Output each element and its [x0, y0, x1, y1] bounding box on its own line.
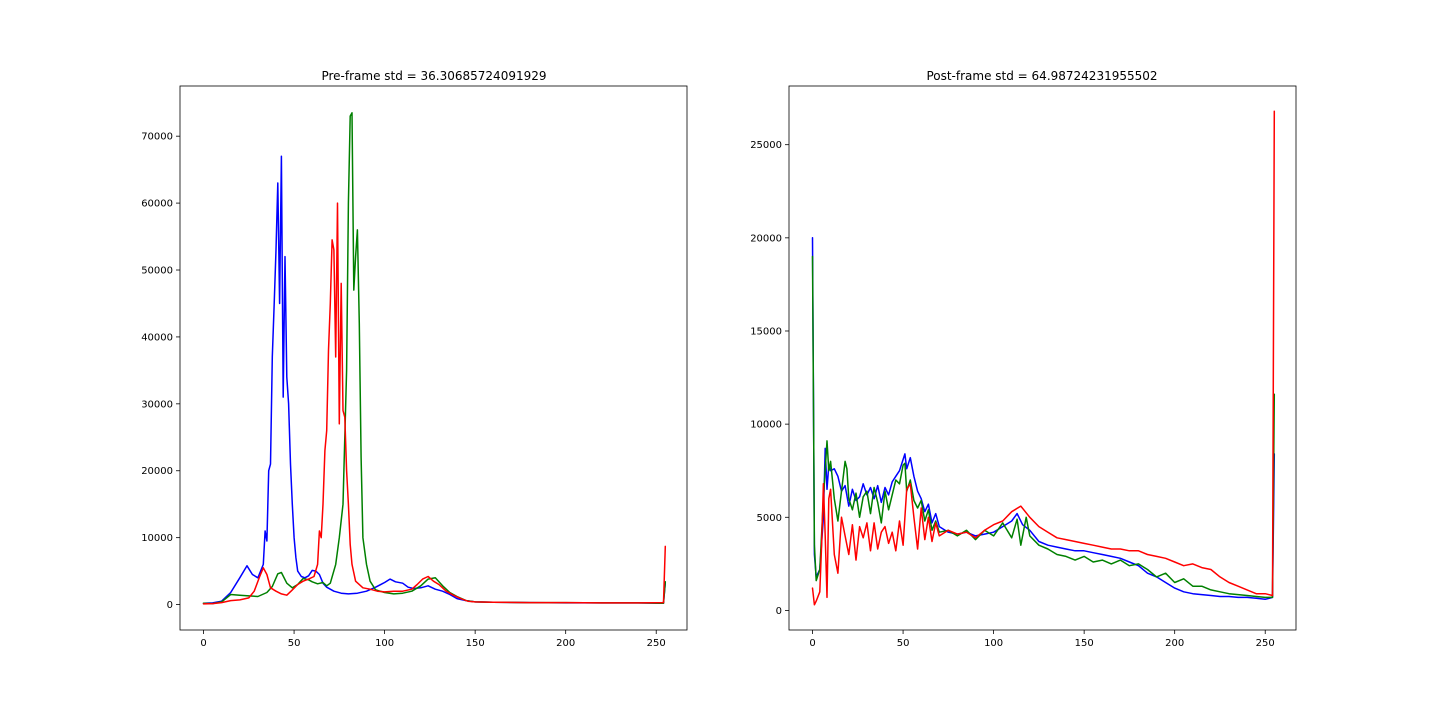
post-frame-histogram-panel: Post-frame std = 64.98724231955502 0 50 10… — [750, 69, 1297, 649]
red-channel-line — [811, 110, 1276, 606]
y-tick-label: 10000 — [750, 420, 782, 431]
plot-frame — [788, 85, 1297, 631]
green-channel-line — [811, 255, 1276, 599]
chart-title: Post-frame std = 64.98724231955502 — [926, 69, 1157, 83]
blue-channel-line — [202, 155, 667, 604]
y-tick-label: 60000 — [141, 199, 173, 210]
y-tick-label: 0 — [776, 606, 782, 617]
y-tick-label: 20000 — [750, 233, 782, 244]
blue-channel-line — [811, 237, 1276, 601]
x-tick-label: 250 — [1256, 638, 1275, 649]
x-tick-label: 150 — [1075, 638, 1094, 649]
y-tick-label: 10000 — [141, 533, 173, 544]
y-tick-label: 25000 — [750, 140, 782, 151]
y-tick-label: 30000 — [141, 399, 173, 410]
y-tick-label: 5000 — [757, 513, 782, 524]
y-tick-label: 15000 — [750, 326, 782, 337]
x-tick-label: 50 — [897, 638, 910, 649]
y-tick-label: 70000 — [141, 132, 173, 143]
y-tick-label: 20000 — [141, 466, 173, 477]
x-tick-label: 150 — [466, 638, 485, 649]
x-tick-label: 0 — [809, 638, 815, 649]
axes-group: 0 50 100 150 200 250 0 10000 20000 30000 40000 5000… — [141, 132, 666, 649]
pre-frame-histogram-panel: Pre-frame std = 36.30685724091929 0 50 100… — [141, 69, 688, 649]
chart-title: Pre-frame std = 36.30685724091929 — [321, 69, 546, 83]
x-tick-label: 100 — [984, 638, 1003, 649]
series-group — [811, 110, 1276, 606]
x-tick-label: 100 — [375, 638, 394, 649]
x-tick-label: 250 — [647, 638, 666, 649]
x-tick-label: 200 — [556, 638, 575, 649]
y-tick-label: 40000 — [141, 332, 173, 343]
x-tick-label: 0 — [200, 638, 206, 649]
axes-group: 0 50 100 150 200 250 0 5000 10000 15000 20000 25000 — [750, 140, 1275, 649]
plot-frame — [179, 85, 688, 631]
y-tick-label: 50000 — [141, 266, 173, 277]
series-group — [202, 112, 667, 605]
x-tick-label: 200 — [1165, 638, 1184, 649]
x-tick-label: 50 — [288, 638, 301, 649]
red-channel-line — [202, 202, 667, 605]
y-tick-label: 0 — [167, 600, 173, 611]
